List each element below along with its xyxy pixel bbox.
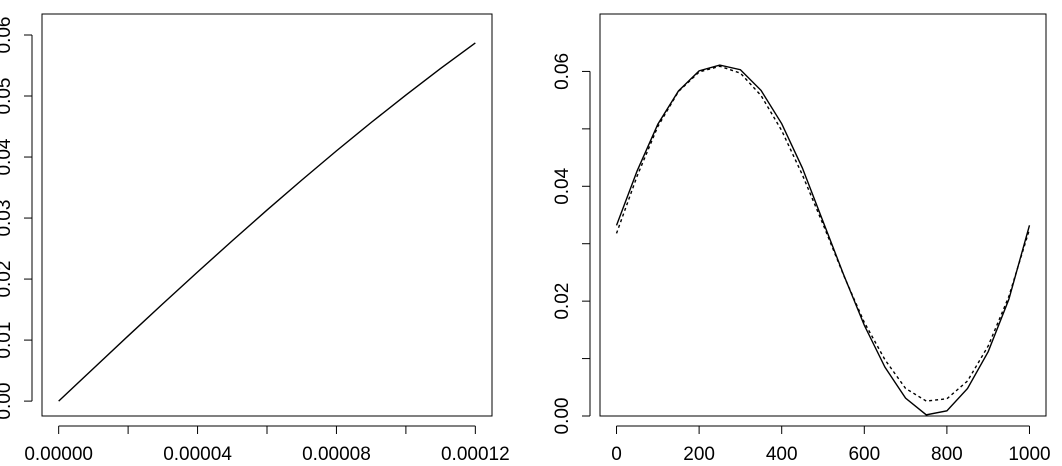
series-line-1: [615, 64, 1031, 416]
x-tick-label: 0.00004: [163, 444, 232, 465]
x-tick-label: 200: [683, 444, 715, 465]
y-tick-label: 0.06: [0, 16, 15, 53]
left-panel: 0.00000 0.00004 0.00008 0.00012 0.00 0.01 0.02…: [0, 13, 510, 465]
x-tick-label: 0.00008: [302, 444, 371, 465]
y-tick-label: 0.04: [0, 138, 15, 175]
right-panel: 0 200 400 600 800 1000 0.00 0.02 0.04 0.06: [552, 13, 1051, 465]
x-tick-label: 600: [848, 444, 880, 465]
y-tick-label: 0.03: [0, 200, 15, 237]
series-line-1: [58, 42, 476, 402]
y-tick-label: 0.00: [552, 398, 573, 435]
y-tick-label: 0.00: [0, 383, 15, 420]
plot-frame: [41, 13, 493, 417]
x-tick-label: 0: [611, 444, 622, 465]
plot-frame: [599, 13, 1047, 417]
x-tick-label: 1000: [1008, 444, 1050, 465]
series-line-2: [615, 65, 1031, 402]
y-tick-label: 0.05: [0, 78, 15, 115]
y-tick-label: 0.02: [552, 283, 573, 320]
y-tick-label: 0.02: [0, 261, 15, 298]
x-tick-label: 800: [931, 444, 963, 465]
y-tick-label: 0.04: [552, 167, 573, 204]
y-tick-label: 0.01: [0, 322, 15, 359]
x-tick-label: 0.00012: [441, 444, 510, 465]
y-tick-label: 0.06: [552, 53, 573, 90]
x-tick-label: 400: [766, 444, 798, 465]
x-tick-label: 0.00000: [24, 444, 93, 465]
